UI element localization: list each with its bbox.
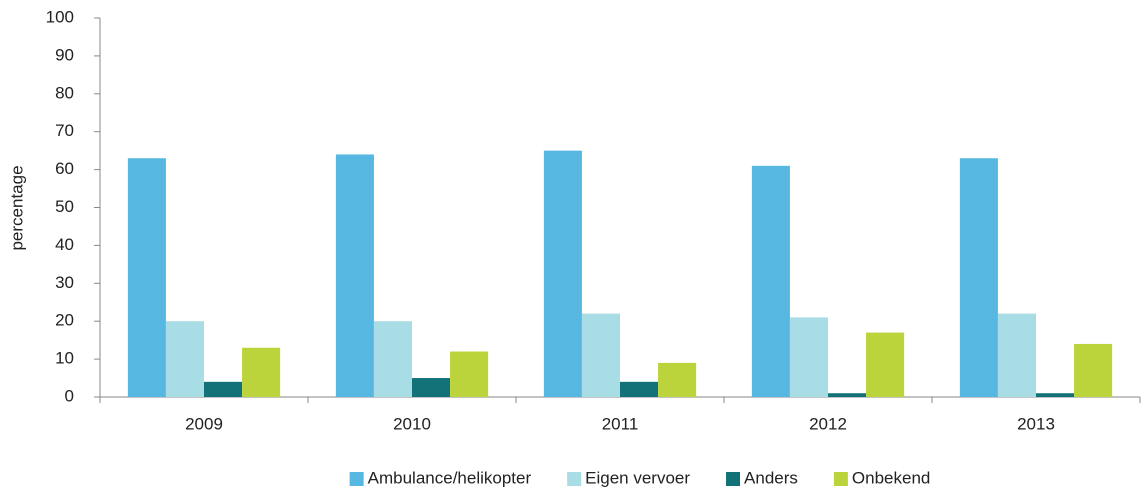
bar [789,317,828,397]
bar [242,347,281,397]
legend-swatch [349,472,364,486]
y-axis-label: percentage [7,165,26,250]
legend-swatch [726,472,741,486]
legend-label: Onbekend [852,468,930,487]
bar [997,313,1036,397]
bar [828,393,867,397]
x-tick-label: 2012 [809,414,847,433]
bar [658,362,697,397]
x-tick-label: 2013 [1017,414,1055,433]
legend: Ambulance/helikopter Eigen vervoer Anders O… [349,468,930,487]
x-tick-label: 2009 [185,414,223,433]
y-tick-label: 30 [55,273,74,292]
bar [543,150,582,397]
bar [751,165,790,397]
legend-label: Anders [744,468,798,487]
y-tick-label: 70 [55,121,74,140]
bar [127,158,166,397]
bar [165,321,204,397]
bar [620,381,659,397]
bar [866,332,905,397]
legend-label: Ambulance/helikopter [368,468,532,487]
bar [1036,393,1075,397]
bar [450,351,489,397]
y-tick-label: 40 [55,235,74,254]
bar [959,158,998,397]
y-tick-label: 10 [55,349,74,368]
legend-label: Eigen vervoer [585,468,690,487]
y-tick-label: 50 [55,197,74,216]
y-tick-label: 60 [55,159,74,178]
bar [581,313,620,397]
x-tick-label: 2010 [393,414,431,433]
bar [335,154,374,397]
x-tick-label: 2011 [602,414,639,433]
legend-swatch [567,472,582,486]
y-tick-label: 20 [55,311,74,330]
y-tick-label: 80 [55,83,74,102]
bar [1074,343,1113,397]
bar [373,321,412,397]
y-tick-label: 100 [46,7,74,26]
bar [412,378,451,397]
y-tick-label: 0 [65,386,74,405]
bar [204,381,243,397]
legend-swatch [833,472,848,486]
y-tick-label: 90 [55,45,74,64]
